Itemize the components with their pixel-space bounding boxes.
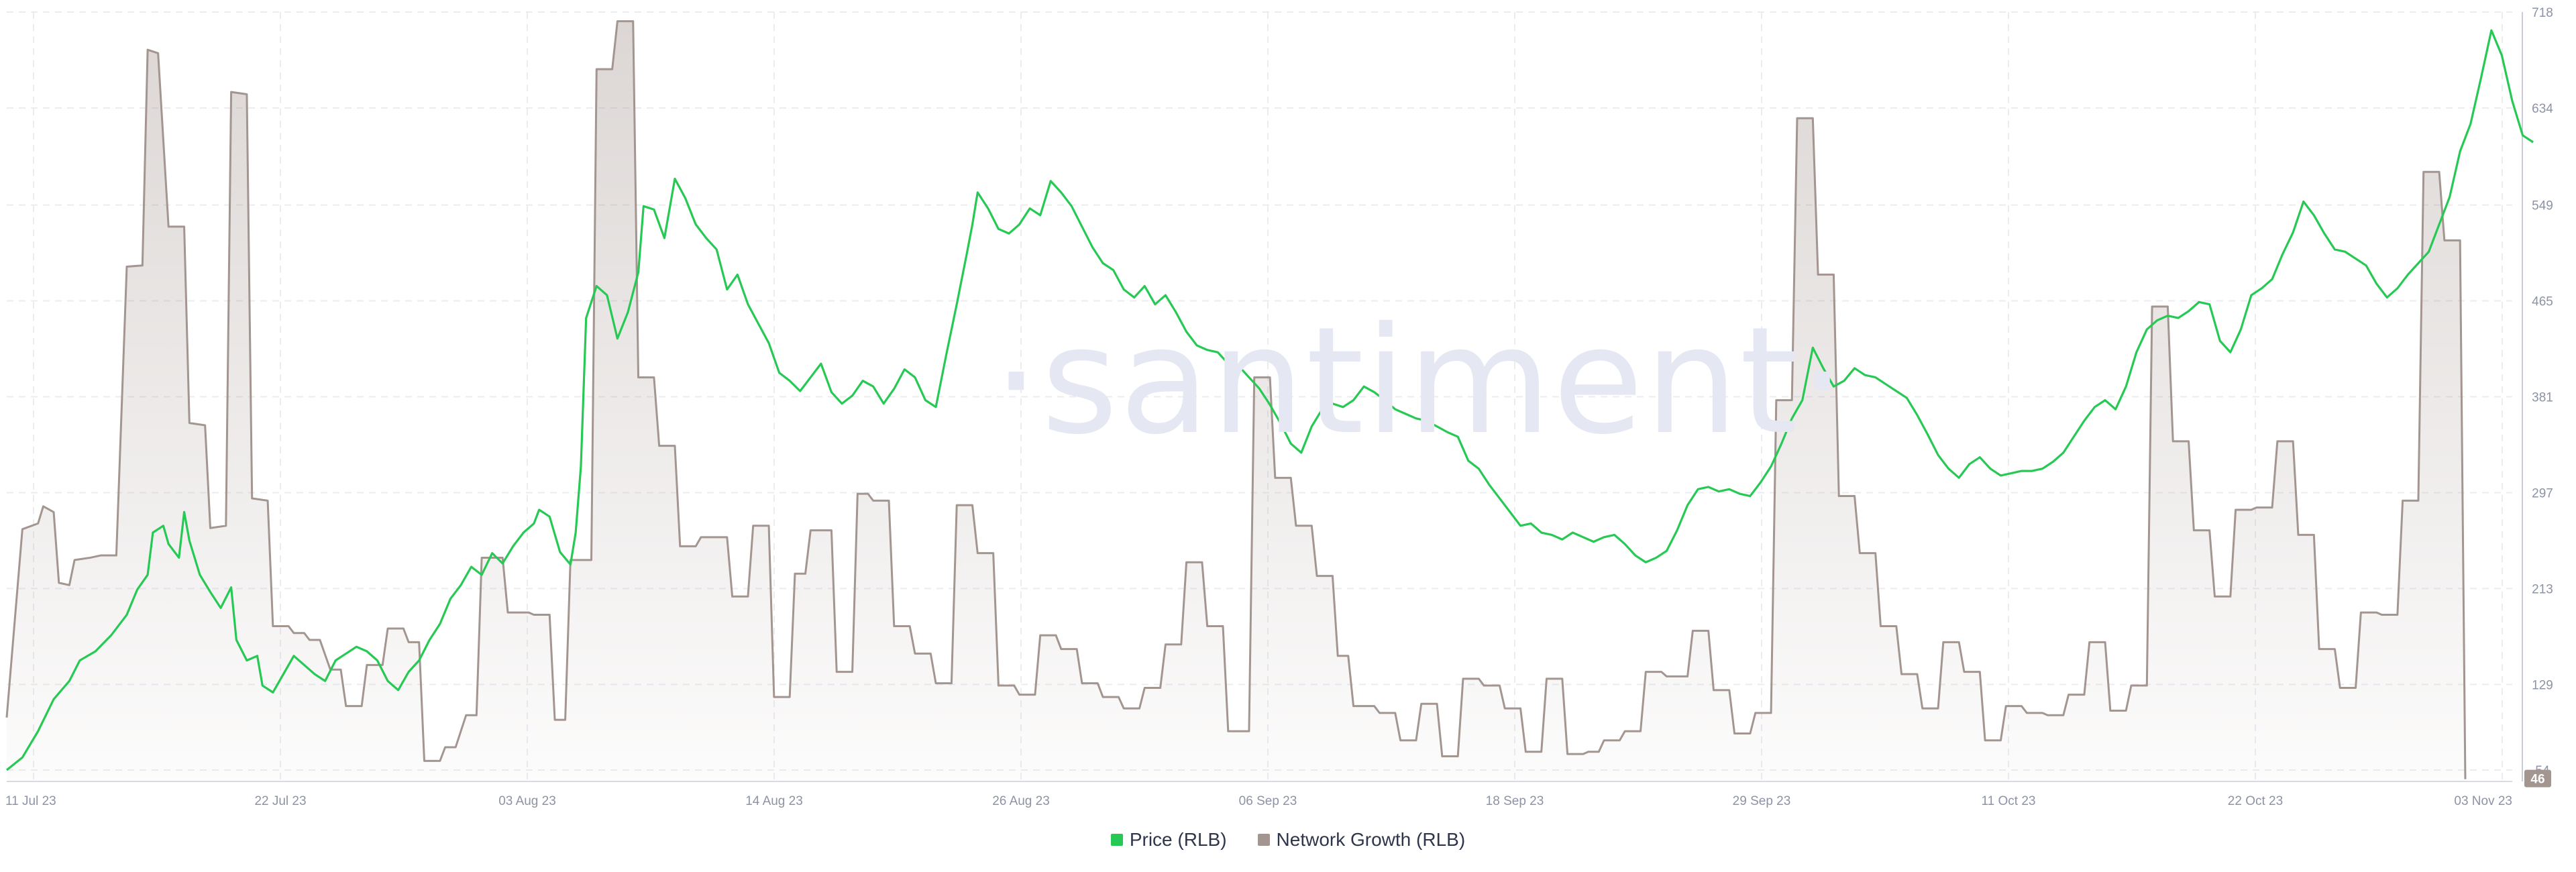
legend-label-network-growth: Network Growth (RLB): [1276, 829, 1466, 850]
santiment-watermark: ·santiment·: [993, 295, 1847, 467]
y-tick-label: 213: [2532, 582, 2553, 596]
y-tick-label: 718: [2532, 6, 2553, 20]
x-tick-label: 11 Jul 23: [5, 794, 56, 808]
x-tick-label: 03 Nov 23: [2454, 794, 2512, 808]
legend: Price (RLB) Network Growth (RLB): [0, 826, 2576, 853]
last-value-badge-label: 46: [2530, 773, 2544, 787]
legend-label-price: Price (RLB): [1129, 829, 1227, 850]
x-tick-label: 26 Aug 23: [992, 794, 1050, 808]
y-tick-label: 297: [2532, 486, 2553, 500]
y-tick-label: 634: [2532, 102, 2553, 116]
x-tick-label: 11 Oct 23: [1982, 794, 2036, 808]
last-value-badge: [2524, 769, 2551, 787]
legend-swatch-network-growth: [1257, 834, 1270, 846]
x-tick-label: 18 Sep 23: [1486, 794, 1544, 808]
y-tick-label: 129: [2532, 678, 2553, 692]
legend-item-price[interactable]: Price (RLB): [1110, 829, 1227, 851]
y-tick-label: 381: [2532, 391, 2553, 405]
network-growth-line: [5, 20, 2467, 779]
legend-swatch-price: [1110, 834, 1123, 846]
x-tick-label: 22 Oct 23: [2228, 794, 2283, 808]
x-tick-label: 14 Aug 23: [745, 794, 803, 808]
y-tick-label: 549: [2532, 199, 2553, 213]
x-tick-label: 03 Aug 23: [498, 794, 556, 808]
network-growth-area: [7, 21, 2465, 781]
x-tick-label: 22 Jul 23: [254, 794, 306, 808]
x-tick-label: 29 Sep 23: [1733, 794, 1791, 808]
legend-item-network-growth[interactable]: Network Growth (RLB): [1257, 829, 1466, 851]
price-line: [5, 29, 2534, 771]
x-tick-label: 06 Sep 23: [1239, 794, 1297, 808]
y-tick-label: 465: [2532, 295, 2553, 309]
